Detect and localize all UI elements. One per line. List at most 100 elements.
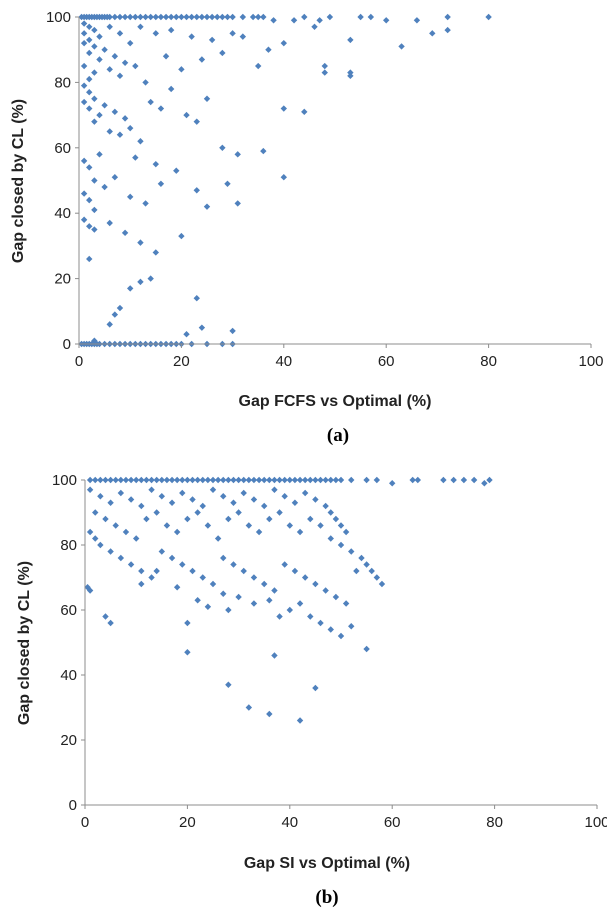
scatter-chart-a: 0 20 40 60 80 100 0 20 40 60 80 100 Gap FCFS vs Opt… (10, 9, 604, 446)
scatter-point (250, 600, 258, 607)
scatter-point (163, 522, 171, 529)
scatter-point (209, 580, 217, 588)
scatter-point (80, 216, 88, 223)
scatter-point (184, 476, 191, 484)
scatter-point (111, 13, 119, 21)
scatter-point (363, 561, 370, 568)
scatter-point (167, 85, 175, 93)
scatter-point (157, 180, 165, 187)
scatter-point (342, 600, 350, 607)
scatter-point (152, 30, 159, 37)
scatter-point (337, 632, 345, 640)
scatter-point (327, 626, 334, 633)
scatter-point (240, 567, 247, 575)
scatter-point (398, 43, 405, 50)
scatter-point (286, 476, 293, 484)
x-tick-label: 100 (584, 814, 607, 831)
scatter-point (348, 548, 355, 555)
scatter-point (486, 476, 493, 484)
scatter-point (301, 476, 309, 484)
scatter-point (179, 476, 186, 484)
scatter-point (485, 13, 492, 21)
scatter-point (91, 69, 98, 76)
scatter-point (158, 493, 165, 500)
y-tick-label: 40 (54, 205, 71, 222)
scatter-point (209, 486, 217, 493)
scatter-point (347, 36, 354, 44)
scatter-point (153, 476, 160, 484)
scatter-point (117, 476, 125, 484)
y-tick-label: 60 (60, 602, 77, 619)
scatter-point (296, 600, 304, 607)
scatter-point (245, 476, 253, 484)
scatter-point (230, 476, 237, 484)
scatter-point (157, 105, 165, 112)
scatter-point (198, 13, 206, 21)
scatter-point (80, 98, 88, 106)
scatter-point (122, 528, 130, 536)
scatter-point (220, 476, 227, 484)
scatter-point (80, 190, 88, 197)
scatter-point (183, 111, 190, 119)
x-tick-label: 80 (486, 814, 503, 831)
scatter-point (117, 554, 125, 562)
scatter-point (409, 476, 416, 484)
scatter-point (230, 561, 237, 568)
scatter-point (209, 476, 217, 484)
scatter-point (276, 509, 283, 516)
scatter-point (97, 541, 104, 549)
scatter-point (204, 522, 212, 529)
y-tick-label: 80 (60, 537, 77, 554)
scatter-point (203, 203, 211, 210)
scatter-point (281, 561, 288, 568)
scatter-point (173, 528, 181, 536)
scatter-point (332, 476, 340, 484)
scatter-point (337, 541, 345, 549)
scatter-point (97, 476, 104, 484)
scatter-point (158, 548, 165, 555)
scatter-point (199, 476, 206, 484)
scatter-point (225, 515, 232, 523)
scatter-point (91, 26, 98, 34)
scatter-point (117, 489, 125, 497)
scatter-point (189, 476, 196, 484)
scatter-point (208, 36, 216, 44)
scatter-point (286, 606, 293, 614)
scatter-point (86, 23, 93, 31)
scatter-point (157, 13, 165, 21)
scatter-point (86, 36, 93, 44)
scatter-point (307, 613, 314, 620)
scatter-point (127, 496, 135, 503)
scatter-point (91, 206, 98, 214)
scatter-point (347, 69, 354, 76)
scatter-point (470, 476, 478, 484)
scatter-point (481, 480, 488, 487)
x-axis-title-b: Gap SI vs Optimal (%) (244, 855, 410, 872)
scatter-point (116, 30, 124, 37)
scatter-point (96, 33, 103, 40)
scatter-point (255, 62, 262, 70)
scatter-point (86, 105, 93, 112)
scatter-point (92, 476, 99, 484)
panel-label-b: (b) (315, 887, 338, 908)
scatter-point (143, 515, 150, 523)
scatter-point (219, 49, 226, 57)
scatter-point (91, 337, 98, 344)
scatter-point (266, 476, 273, 484)
scatter-point (270, 17, 277, 24)
scatter-point (102, 613, 109, 620)
scatter-point (250, 496, 258, 503)
x-axis-title-a: Gap FCFS vs Optimal (%) (239, 393, 432, 410)
scatter-point (255, 476, 263, 484)
scatter-point (111, 174, 119, 181)
scatter-point (178, 13, 185, 21)
scatter-point (290, 17, 298, 24)
scatter-point (138, 502, 145, 510)
scatter-point (276, 613, 283, 620)
scatter-point (265, 46, 272, 53)
scatter-point (245, 704, 253, 711)
scatter-point (106, 219, 113, 227)
scatter-point (225, 606, 232, 614)
scatter-point (316, 17, 323, 24)
scatter-point (102, 476, 109, 484)
